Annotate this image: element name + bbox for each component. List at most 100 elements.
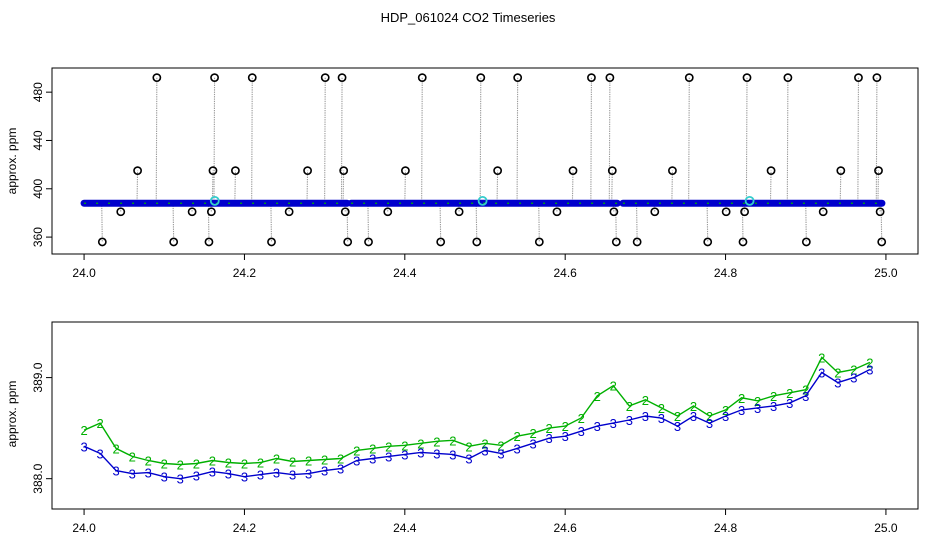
spike-line (538, 203, 540, 242)
y-tick-label: 400 (31, 178, 45, 198)
series-marker-blue: 3 (866, 363, 873, 378)
spike-line (386, 203, 389, 212)
spike-line (725, 203, 727, 212)
series-marker-green: 2 (770, 389, 777, 404)
series-marker-blue: 3 (529, 436, 536, 451)
spike-point (303, 166, 312, 176)
series-marker-blue: 3 (513, 441, 520, 456)
spike-line (636, 203, 638, 242)
series-marker-green: 2 (225, 456, 232, 471)
series-marker-green: 2 (658, 401, 665, 416)
series-marker-blue: 3 (417, 445, 424, 460)
spike-point (766, 166, 776, 176)
spike-line (745, 77, 748, 204)
series-marker-blue: 3 (722, 409, 729, 424)
spike-line (421, 77, 423, 204)
cyan-marker (209, 195, 220, 206)
spike-line (172, 203, 175, 242)
spike-point (343, 237, 353, 247)
series-marker-green: 2 (610, 379, 617, 394)
series-marker-blue: 3 (497, 446, 504, 461)
series-marker-blue: 3 (257, 468, 264, 483)
series-marker-blue: 3 (578, 424, 585, 439)
series-marker-blue: 3 (177, 472, 184, 487)
series-marker-green: 2 (866, 355, 873, 370)
series-marker-blue: 3 (449, 447, 456, 462)
series-marker-blue: 3 (145, 466, 152, 481)
series-marker-green: 2 (786, 386, 793, 401)
spike-line (805, 203, 807, 242)
spike-line (590, 77, 592, 204)
spike-line (839, 170, 842, 204)
series-marker-blue: 3 (289, 468, 296, 483)
x-tick-label: 25.0 (874, 521, 898, 535)
series-marker-blue: 3 (305, 467, 312, 482)
series-marker-blue: 3 (385, 449, 392, 464)
series-marker-blue: 3 (802, 389, 809, 404)
spike-point (206, 207, 216, 217)
series-marker-green: 2 (546, 421, 553, 436)
spike-line (479, 77, 482, 204)
series-marker-blue: 3 (834, 376, 841, 391)
series-marker-green: 2 (722, 403, 729, 418)
spike-point (609, 207, 619, 217)
spike-point (874, 166, 883, 176)
series-marker-blue: 3 (433, 446, 440, 461)
top-cyan-markers (209, 195, 755, 206)
spike-line (210, 203, 212, 212)
series-marker-green: 2 (289, 454, 296, 469)
spike-line (101, 203, 103, 242)
series-marker-blue: 3 (241, 470, 248, 485)
spike-line (190, 203, 193, 212)
spike-line (706, 203, 709, 242)
spike-line (516, 77, 519, 204)
top-plot-frame (51, 67, 919, 255)
series-marker-blue: 3 (626, 413, 633, 428)
spike-line (880, 203, 883, 242)
y-tick-label: 388.0 (31, 463, 45, 493)
series-marker-blue: 3 (401, 447, 408, 462)
spike-point (534, 237, 544, 247)
spike-point (210, 73, 219, 83)
spike-line (439, 203, 442, 242)
spike-line (688, 77, 690, 204)
spike-line (136, 170, 139, 204)
series-marker-blue: 3 (610, 416, 617, 431)
series-marker-green: 2 (145, 453, 152, 468)
spike-line (878, 203, 881, 212)
spike-line (496, 170, 499, 204)
spike-point (783, 73, 793, 83)
spike-point (401, 166, 410, 176)
series-marker-green: 2 (273, 451, 280, 466)
spike-line (306, 170, 309, 204)
spike-line (877, 170, 880, 204)
figure-title: HDP_061024 CO2 Timeseries (381, 10, 556, 25)
spike-line (119, 203, 122, 212)
series-marker-blue: 3 (738, 403, 745, 418)
spike-line (653, 203, 656, 212)
series-marker-green: 2 (497, 438, 504, 453)
spike-point (552, 207, 562, 217)
spike-line (457, 203, 460, 212)
spike-point (684, 73, 694, 83)
spike-point (513, 73, 523, 83)
spike-point (337, 73, 347, 83)
spike-point (383, 207, 393, 217)
series-marker-blue: 3 (129, 467, 136, 482)
series-marker-blue: 3 (225, 467, 232, 482)
spike-point (721, 207, 731, 217)
spike-point (818, 207, 828, 217)
spike-line (741, 203, 744, 242)
spike-line (571, 170, 574, 204)
spike-point (611, 237, 621, 247)
series-marker-blue: 3 (161, 470, 168, 485)
series-marker-green: 2 (706, 409, 713, 424)
series-marker-blue: 3 (706, 416, 713, 431)
spike-line (615, 203, 617, 242)
x-tick-label: 24.8 (714, 266, 738, 280)
series-marker-green: 2 (257, 456, 264, 471)
bottom-y-axis: 388.0 389.0 (31, 362, 53, 494)
spike-point (703, 237, 713, 247)
